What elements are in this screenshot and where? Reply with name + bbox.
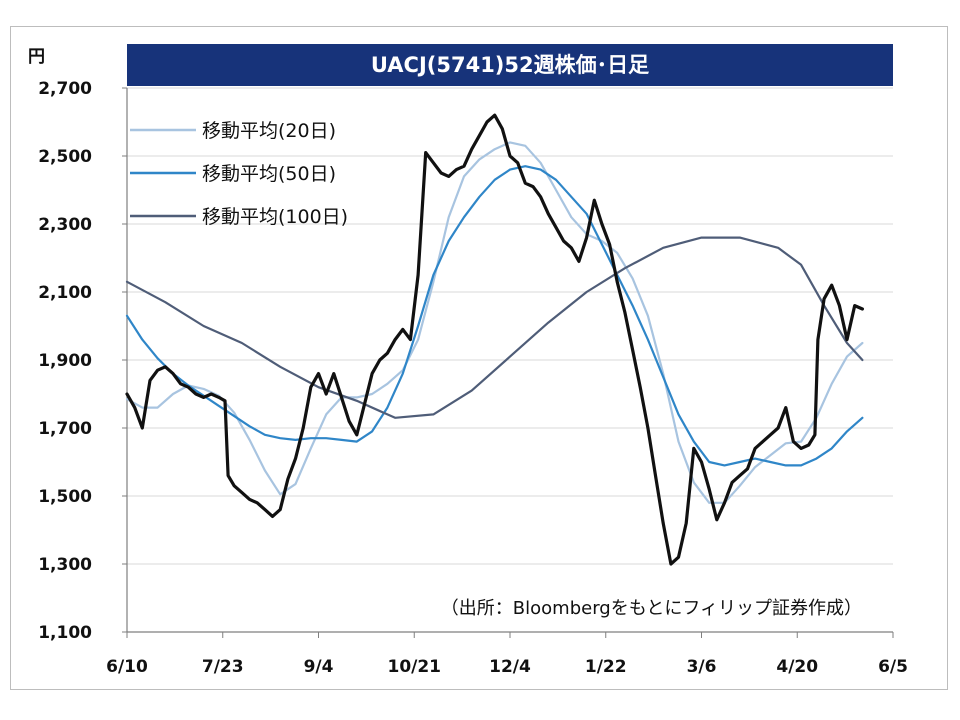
legend-label: 移動平均(100日): [202, 206, 348, 228]
y-tick-label: 2,300: [38, 215, 92, 235]
x-tick-label: 3/6: [687, 657, 717, 677]
legend: 移動平均(20日) 移動平均(50日) 移動平均(100日): [130, 120, 348, 228]
x-tick-label: 10/21: [387, 657, 441, 677]
y-ticks: 1,100 1,300 1,500 1,700 1,900 2,100 2,300 2,500…: [38, 79, 127, 643]
x-tick-label: 7/23: [202, 657, 244, 677]
y-tick-label: 2,100: [38, 283, 92, 303]
y-tick-label: 2,700: [38, 79, 92, 99]
y-tick-label: 1,100: [38, 623, 92, 643]
chart-title: UACJ(5741)52週株価･日足: [371, 53, 649, 77]
moving-average-line: [125, 165, 864, 467]
price-line: [125, 113, 864, 566]
y-tick-label: 1,700: [38, 419, 92, 439]
title-bar: [127, 44, 893, 86]
x-tick-label: 6/5: [878, 657, 908, 677]
series: [125, 113, 864, 566]
moving-average-line: [125, 236, 864, 419]
legend-label: 移動平均(20日): [202, 120, 336, 142]
x-tick-label: 1/22: [585, 657, 627, 677]
x-tick-label: 6/10: [106, 657, 148, 677]
y-tick-label: 2,500: [38, 147, 92, 167]
x-tick-label: 12/4: [489, 657, 531, 677]
x-ticks: 6/10 7/23 9/4 10/21 12/4 1/22 3/6 4/20 6/5: [106, 632, 908, 677]
source-note: （出所：Bloombergをもとにフィリップ証券作成）: [441, 598, 862, 619]
x-tick-label: 4/20: [776, 657, 818, 677]
y-tick-label: 1,500: [38, 487, 92, 507]
moving-average-line: [125, 141, 864, 504]
y-tick-label: 1,300: [38, 555, 92, 575]
y-axis-unit: 円: [28, 47, 45, 67]
gridlines: [127, 87, 893, 565]
legend-label: 移動平均(50日): [202, 163, 336, 185]
y-tick-label: 1,900: [38, 351, 92, 371]
x-tick-label: 9/4: [304, 657, 334, 677]
